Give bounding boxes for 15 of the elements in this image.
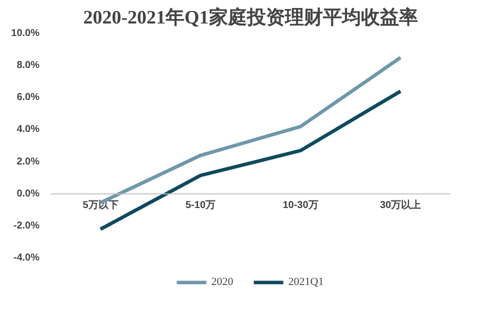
y-tick-label: -2.0% [13, 220, 40, 232]
y-tick-label: 8.0% [16, 60, 40, 72]
y-tick-label: 0.0% [16, 188, 40, 200]
legend-label: 2021Q1 [288, 276, 324, 288]
x-tick-label: 5-10万 [185, 200, 216, 211]
y-tick-label: 4.0% [16, 124, 40, 136]
line-series [98, 89, 402, 231]
legend-label: 2020 [211, 276, 234, 288]
y-tick-label: 10.0% [11, 28, 40, 39]
x-tick-label: 10-30万 [282, 200, 318, 211]
y-tick-label: -4.0% [13, 252, 40, 264]
y-tick-label: 6.0% [16, 92, 40, 104]
chart-title: 2020-2021年Q1家庭投资理财平均收益率 [83, 6, 418, 28]
x-tick-label: 30万以上 [380, 198, 422, 211]
y-tick-label: 2.0% [16, 156, 40, 168]
